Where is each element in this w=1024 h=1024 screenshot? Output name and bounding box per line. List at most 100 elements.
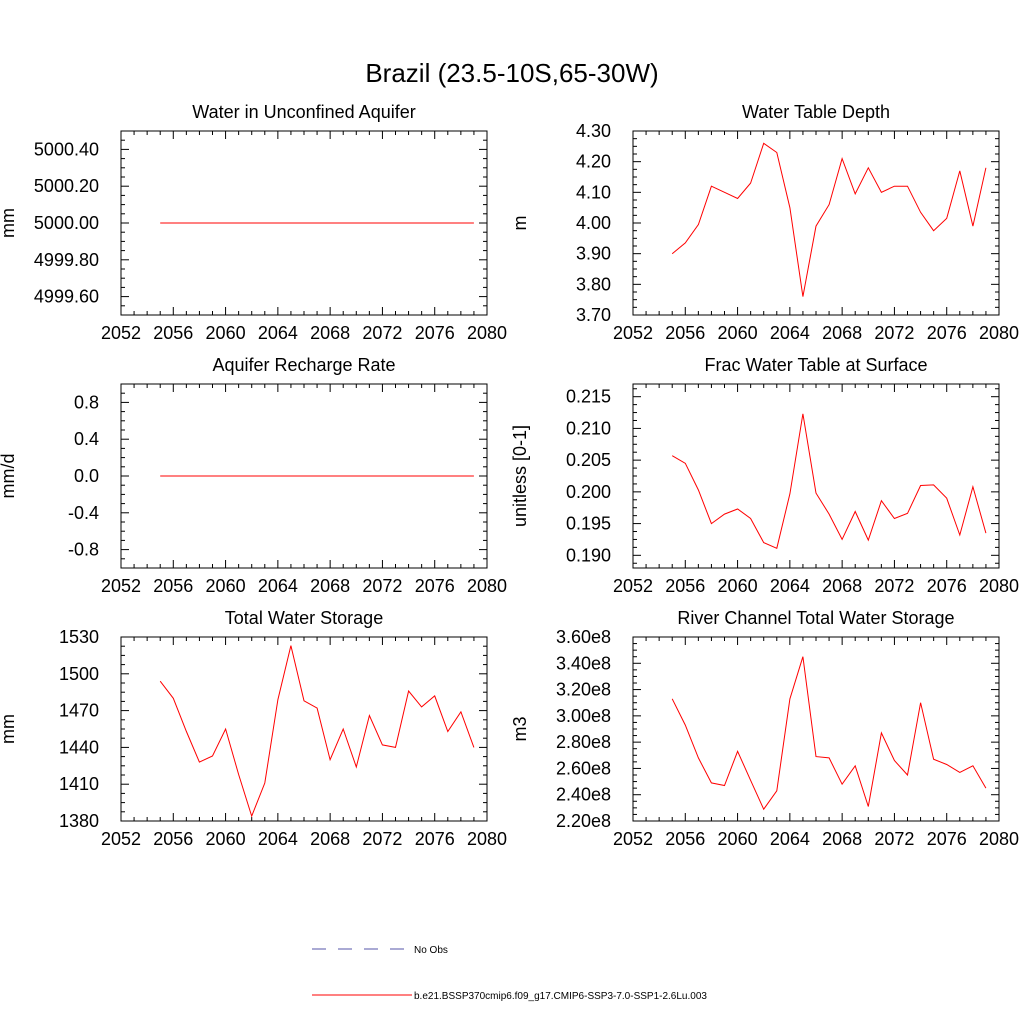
x-tick-label: 2068 xyxy=(822,829,862,849)
y-tick-label: 0.190 xyxy=(566,545,611,565)
y-axis-label: mm xyxy=(0,714,18,744)
y-tick-label: 2.40e8 xyxy=(556,785,611,805)
y-tick-label: 3.40e8 xyxy=(556,653,611,673)
x-tick-label: 2068 xyxy=(310,829,350,849)
x-tick-label: 2080 xyxy=(467,829,507,849)
x-tick-label: 2068 xyxy=(310,576,350,596)
chart-title: Water in Unconfined Aquifer xyxy=(192,102,415,122)
x-tick-label: 2080 xyxy=(467,323,507,343)
x-tick-label: 2064 xyxy=(770,576,810,596)
y-tick-label: 4999.60 xyxy=(34,287,99,307)
x-tick-label: 2064 xyxy=(258,829,298,849)
x-tick-label: 2072 xyxy=(362,829,402,849)
y-tick-label: 0.4 xyxy=(74,429,99,449)
x-tick-label: 2060 xyxy=(206,323,246,343)
series-line xyxy=(671,656,987,811)
x-tick-label: 2056 xyxy=(153,323,193,343)
y-tick-label: 4.00 xyxy=(576,213,611,233)
x-tick-label: 2056 xyxy=(665,323,705,343)
y-axis-label: mm/d xyxy=(0,454,18,499)
y-tick-label: 2.20e8 xyxy=(556,811,611,831)
chart-panels: Water in Unconfined Aquifer mm 2052 2056 206… xyxy=(0,102,1019,849)
x-tick-label: 2076 xyxy=(415,829,455,849)
x-tick-label: 2052 xyxy=(613,576,653,596)
y-tick-label: 5000.20 xyxy=(34,176,99,196)
chart-panel-3: Aquifer Recharge Rate mm/d 2052 2056 2060 206… xyxy=(0,355,507,596)
y-axis-label: unitless [0-1] xyxy=(510,425,530,527)
x-tick-label: 2080 xyxy=(979,829,1019,849)
plot-frame xyxy=(632,636,1000,822)
x-tick-label: 2064 xyxy=(770,323,810,343)
y-axis-label: m xyxy=(510,216,530,231)
x-tick-label: 2064 xyxy=(258,576,298,596)
y-tick-label: 3.20e8 xyxy=(556,680,611,700)
y-tick-label: 0.200 xyxy=(566,482,611,502)
legend-label-no-obs: No Obs xyxy=(414,945,448,956)
x-tick-label: 2052 xyxy=(613,829,653,849)
x-tick-label: 2080 xyxy=(467,576,507,596)
y-tick-label: 4.20 xyxy=(576,152,611,172)
plot-frame xyxy=(120,636,488,822)
x-tick-label: 2060 xyxy=(206,829,246,849)
x-tick-label: 2056 xyxy=(153,829,193,849)
x-tick-label: 2068 xyxy=(822,576,862,596)
x-tick-label: 2076 xyxy=(927,829,967,849)
chart-title: Total Water Storage xyxy=(225,608,383,628)
x-tick-label: 2060 xyxy=(206,576,246,596)
y-tick-label: 0.215 xyxy=(566,387,611,407)
legend: No Obs b.e21.BSSP370cmip6.f09_g17.CMIP6-… xyxy=(312,945,707,1002)
chart-title: Aquifer Recharge Rate xyxy=(212,355,395,375)
chart-panel-2: Water Table Depth m 2052 2056 2060 2064 2068 20… xyxy=(510,102,1019,343)
y-tick-label: 4999.80 xyxy=(34,250,99,270)
x-tick-label: 2060 xyxy=(718,829,758,849)
y-tick-label: 3.60e8 xyxy=(556,627,611,647)
x-tick-label: 2052 xyxy=(101,829,141,849)
y-tick-label: 3.00e8 xyxy=(556,706,611,726)
y-tick-label: 5000.40 xyxy=(34,139,99,159)
chart-title: Water Table Depth xyxy=(742,102,890,122)
x-tick-label: 2076 xyxy=(927,576,967,596)
y-tick-label: 3.90 xyxy=(576,244,611,264)
series-line xyxy=(159,645,475,818)
legend-label-model: b.e21.BSSP370cmip6.f09_g17.CMIP6-SSP3-7.… xyxy=(414,991,707,1002)
y-tick-label: 0.195 xyxy=(566,514,611,534)
y-tick-label: -0.4 xyxy=(68,503,99,523)
y-tick-label: 2.80e8 xyxy=(556,732,611,752)
y-tick-label: 1440 xyxy=(59,737,99,757)
chart-title: Frac Water Table at Surface xyxy=(704,355,927,375)
y-tick-label: 0.210 xyxy=(566,418,611,438)
x-tick-label: 2076 xyxy=(927,323,967,343)
x-tick-label: 2052 xyxy=(101,323,141,343)
x-tick-label: 2072 xyxy=(362,576,402,596)
x-tick-label: 2076 xyxy=(415,323,455,343)
x-tick-label: 2068 xyxy=(310,323,350,343)
figure-title: Brazil (23.5-10S,65-30W) xyxy=(365,58,658,88)
y-tick-label: 2.60e8 xyxy=(556,758,611,778)
y-tick-label: 0.205 xyxy=(566,450,611,470)
x-tick-label: 2060 xyxy=(718,576,758,596)
plot-frame xyxy=(632,130,1000,316)
y-tick-label: 1410 xyxy=(59,774,99,794)
x-tick-label: 2080 xyxy=(979,323,1019,343)
x-tick-label: 2052 xyxy=(101,576,141,596)
plot-frame xyxy=(632,383,1000,569)
x-tick-label: 2072 xyxy=(874,323,914,343)
chart-panel-1: Water in Unconfined Aquifer mm 2052 2056 206… xyxy=(0,102,507,343)
chart-panel-5: Total Water Storage mm 2052 2056 2060 2064 206… xyxy=(0,608,507,849)
y-tick-label: 1530 xyxy=(59,627,99,647)
y-tick-label: 3.70 xyxy=(576,305,611,325)
x-tick-label: 2072 xyxy=(874,576,914,596)
x-tick-label: 2076 xyxy=(415,576,455,596)
y-axis-label: m3 xyxy=(510,716,530,741)
x-tick-label: 2056 xyxy=(665,829,705,849)
y-tick-label: 3.80 xyxy=(576,274,611,294)
y-tick-label: 0.8 xyxy=(74,392,99,412)
y-tick-label: 4.10 xyxy=(576,182,611,202)
y-tick-label: 4.30 xyxy=(576,121,611,141)
x-tick-label: 2064 xyxy=(258,323,298,343)
series-line xyxy=(671,413,987,549)
chart-title: River Channel Total Water Storage xyxy=(677,608,954,628)
x-tick-label: 2056 xyxy=(153,576,193,596)
